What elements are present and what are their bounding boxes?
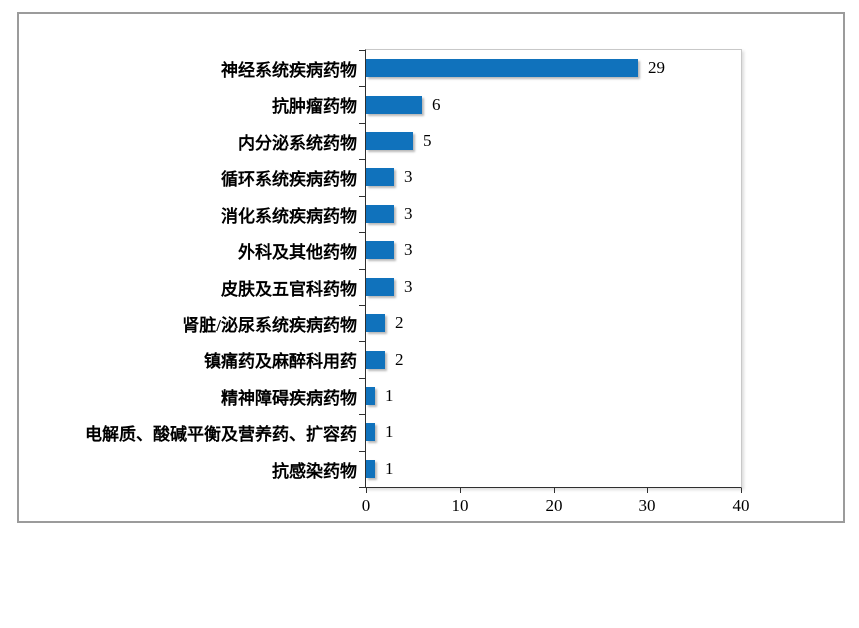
category-label-1: 抗肿瘤药物 [272,96,357,116]
bar-6 [366,278,394,296]
x-axis-tick-0 [366,488,367,493]
bar-value-label-7: 2 [395,313,404,332]
y-axis-tick-2 [359,123,365,124]
bar-value-label-0: 29 [648,58,665,77]
bar-9 [366,387,375,405]
y-axis-tick-0 [359,50,365,51]
x-axis-tick-label-1: 10 [451,496,469,515]
bar-0 [366,59,638,77]
y-axis-tick-12 [359,487,365,488]
bar-value-label-10: 1 [385,422,394,441]
y-axis-tick-11 [359,451,365,452]
x-axis-tick-label-3: 30 [638,496,656,515]
figure-caption: 图 31 2020 年至 2024 年建议批准“鼓励研发申报儿童药品清单”内药品… [0,535,859,628]
bar-value-label-9: 1 [385,386,394,405]
category-label-7: 肾脏/泌尿系统疾病药物 [182,315,357,335]
y-axis-tick-7 [359,305,365,306]
bar-7 [366,314,385,332]
category-label-6: 皮肤及五官科药物 [221,279,357,299]
bar-value-label-8: 2 [395,350,404,369]
bar-value-label-3: 3 [404,167,413,186]
x-axis-tick-2 [554,488,555,493]
y-axis-tick-8 [359,341,365,342]
bar-value-label-5: 3 [404,240,413,259]
x-axis-tick-3 [647,488,648,493]
category-label-3: 循环系统疾病药物 [221,169,357,189]
bar-1 [366,96,422,114]
y-axis-tick-3 [359,159,365,160]
category-label-8: 镇痛药及麻醉科用药 [204,351,357,371]
bar-value-label-4: 3 [404,204,413,223]
category-label-10: 电解质、酸碱平衡及营养药、扩容药 [85,424,357,444]
category-label-0: 神经系统疾病药物 [221,60,357,80]
y-axis-tick-9 [359,378,365,379]
plot-area: 29 6 5 3 3 3 3 2 2 1 1 1 [365,49,742,488]
bar-5 [366,241,394,259]
bar-3 [366,168,394,186]
bar-8 [366,351,385,369]
y-axis-tick-5 [359,232,365,233]
bar-value-label-1: 6 [432,95,441,114]
category-label-5: 外科及其他药物 [238,242,357,262]
bar-4 [366,205,394,223]
x-axis-tick-1 [460,488,461,493]
category-label-9: 精神障碍疾病药物 [221,388,357,408]
y-axis-tick-1 [359,86,365,87]
bar-value-label-2: 5 [423,131,432,150]
bar-2 [366,132,413,150]
x-axis-tick-4 [741,488,742,493]
x-axis-tick-label-0: 0 [361,496,371,515]
category-label-11: 抗感染药物 [272,461,357,481]
bar-value-label-11: 1 [385,459,394,478]
y-axis-tick-4 [359,196,365,197]
x-axis-tick-label-4: 40 [732,496,750,515]
bar-11 [366,460,375,478]
y-axis-tick-6 [359,269,365,270]
bar-value-label-6: 3 [404,277,413,296]
x-axis-tick-label-2: 20 [545,496,563,515]
category-label-2: 内分泌系统药物 [238,133,357,153]
category-label-4: 消化系统疾病药物 [221,206,357,226]
y-axis-tick-10 [359,414,365,415]
bar-10 [366,423,375,441]
